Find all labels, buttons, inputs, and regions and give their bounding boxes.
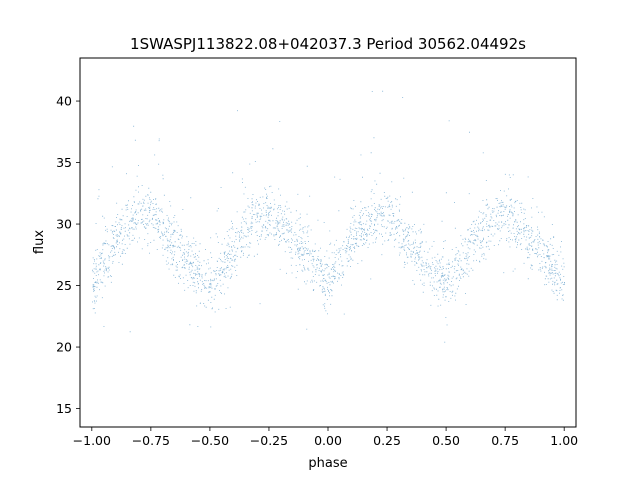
x-tick-label: −1.00 [73, 433, 111, 448]
x-tick-label: 0.75 [491, 433, 519, 448]
x-tick-label: 0.25 [373, 433, 401, 448]
x-tick-label: −0.50 [191, 433, 229, 448]
x-tick-label: 0.50 [432, 433, 460, 448]
x-axis: −1.00 −0.75 −0.50 −0.25 0.00 0.25 0.50 0.75 1.00 [73, 427, 578, 448]
x-tick-label: 1.00 [550, 433, 578, 448]
x-tick-label: 0.00 [314, 433, 342, 448]
scatter-points [92, 90, 565, 343]
x-tick-label: −0.25 [250, 433, 288, 448]
plot-frame [79, 57, 577, 428]
y-axis: 15 20 25 30 35 40 [56, 94, 80, 416]
x-axis-label: phase [308, 456, 347, 471]
y-tick-label: 25 [56, 278, 72, 293]
y-tick-label: 40 [56, 94, 72, 109]
flux-data-points [92, 90, 565, 343]
chart-title: 1SWASPJ113822.08+042037.3 Period 30562.0… [130, 35, 526, 53]
y-axis-label: flux [32, 230, 47, 254]
y-tick-label: 20 [56, 340, 72, 355]
y-tick-label: 15 [56, 401, 72, 416]
y-tick-label: 35 [56, 155, 72, 170]
y-tick-label: 30 [56, 217, 72, 232]
x-tick-label: −0.75 [132, 433, 170, 448]
